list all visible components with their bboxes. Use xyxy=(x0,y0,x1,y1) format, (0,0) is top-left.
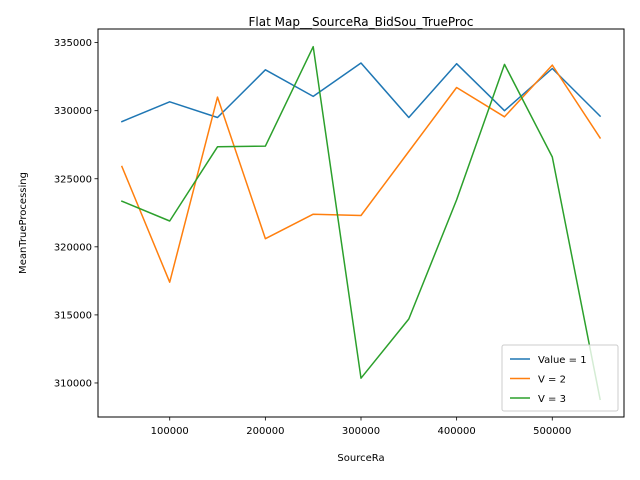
x-axis-ticks: 100000 200000 300000 400000 500000 xyxy=(151,417,571,437)
y-axis-ticks: 310000 315000 320000 325000 330000 335000 xyxy=(54,38,98,389)
plot-lines xyxy=(120,45,602,401)
y-tick-label: 335000 xyxy=(54,38,92,49)
x-tick-label: 200000 xyxy=(246,426,284,437)
x-tick-label: 400000 xyxy=(438,426,476,437)
y-tick-label: 330000 xyxy=(54,106,92,117)
x-tick-label: 300000 xyxy=(342,426,380,437)
y-tick-label: 325000 xyxy=(54,174,92,185)
legend: Value = 1 V = 2 V = 3 xyxy=(501,344,619,412)
legend-box xyxy=(501,344,619,412)
series-line-2 xyxy=(120,64,602,283)
legend-label: V = 2 xyxy=(538,375,566,386)
y-axis-label: MeanTrueProcessing xyxy=(18,172,29,274)
chart-title: Flat Map__SourceRa_BidSou_TrueProc xyxy=(249,15,474,29)
series-line-3 xyxy=(120,45,601,401)
x-axis-label: SourceRa xyxy=(337,453,384,464)
x-tick-label: 100000 xyxy=(151,426,189,437)
legend-label: V = 3 xyxy=(538,394,566,405)
x-tick-label: 500000 xyxy=(533,426,571,437)
y-tick-label: 315000 xyxy=(54,310,92,321)
legend-label: Value = 1 xyxy=(538,355,587,366)
y-tick-label: 310000 xyxy=(54,378,92,389)
y-tick-label: 320000 xyxy=(54,242,92,253)
